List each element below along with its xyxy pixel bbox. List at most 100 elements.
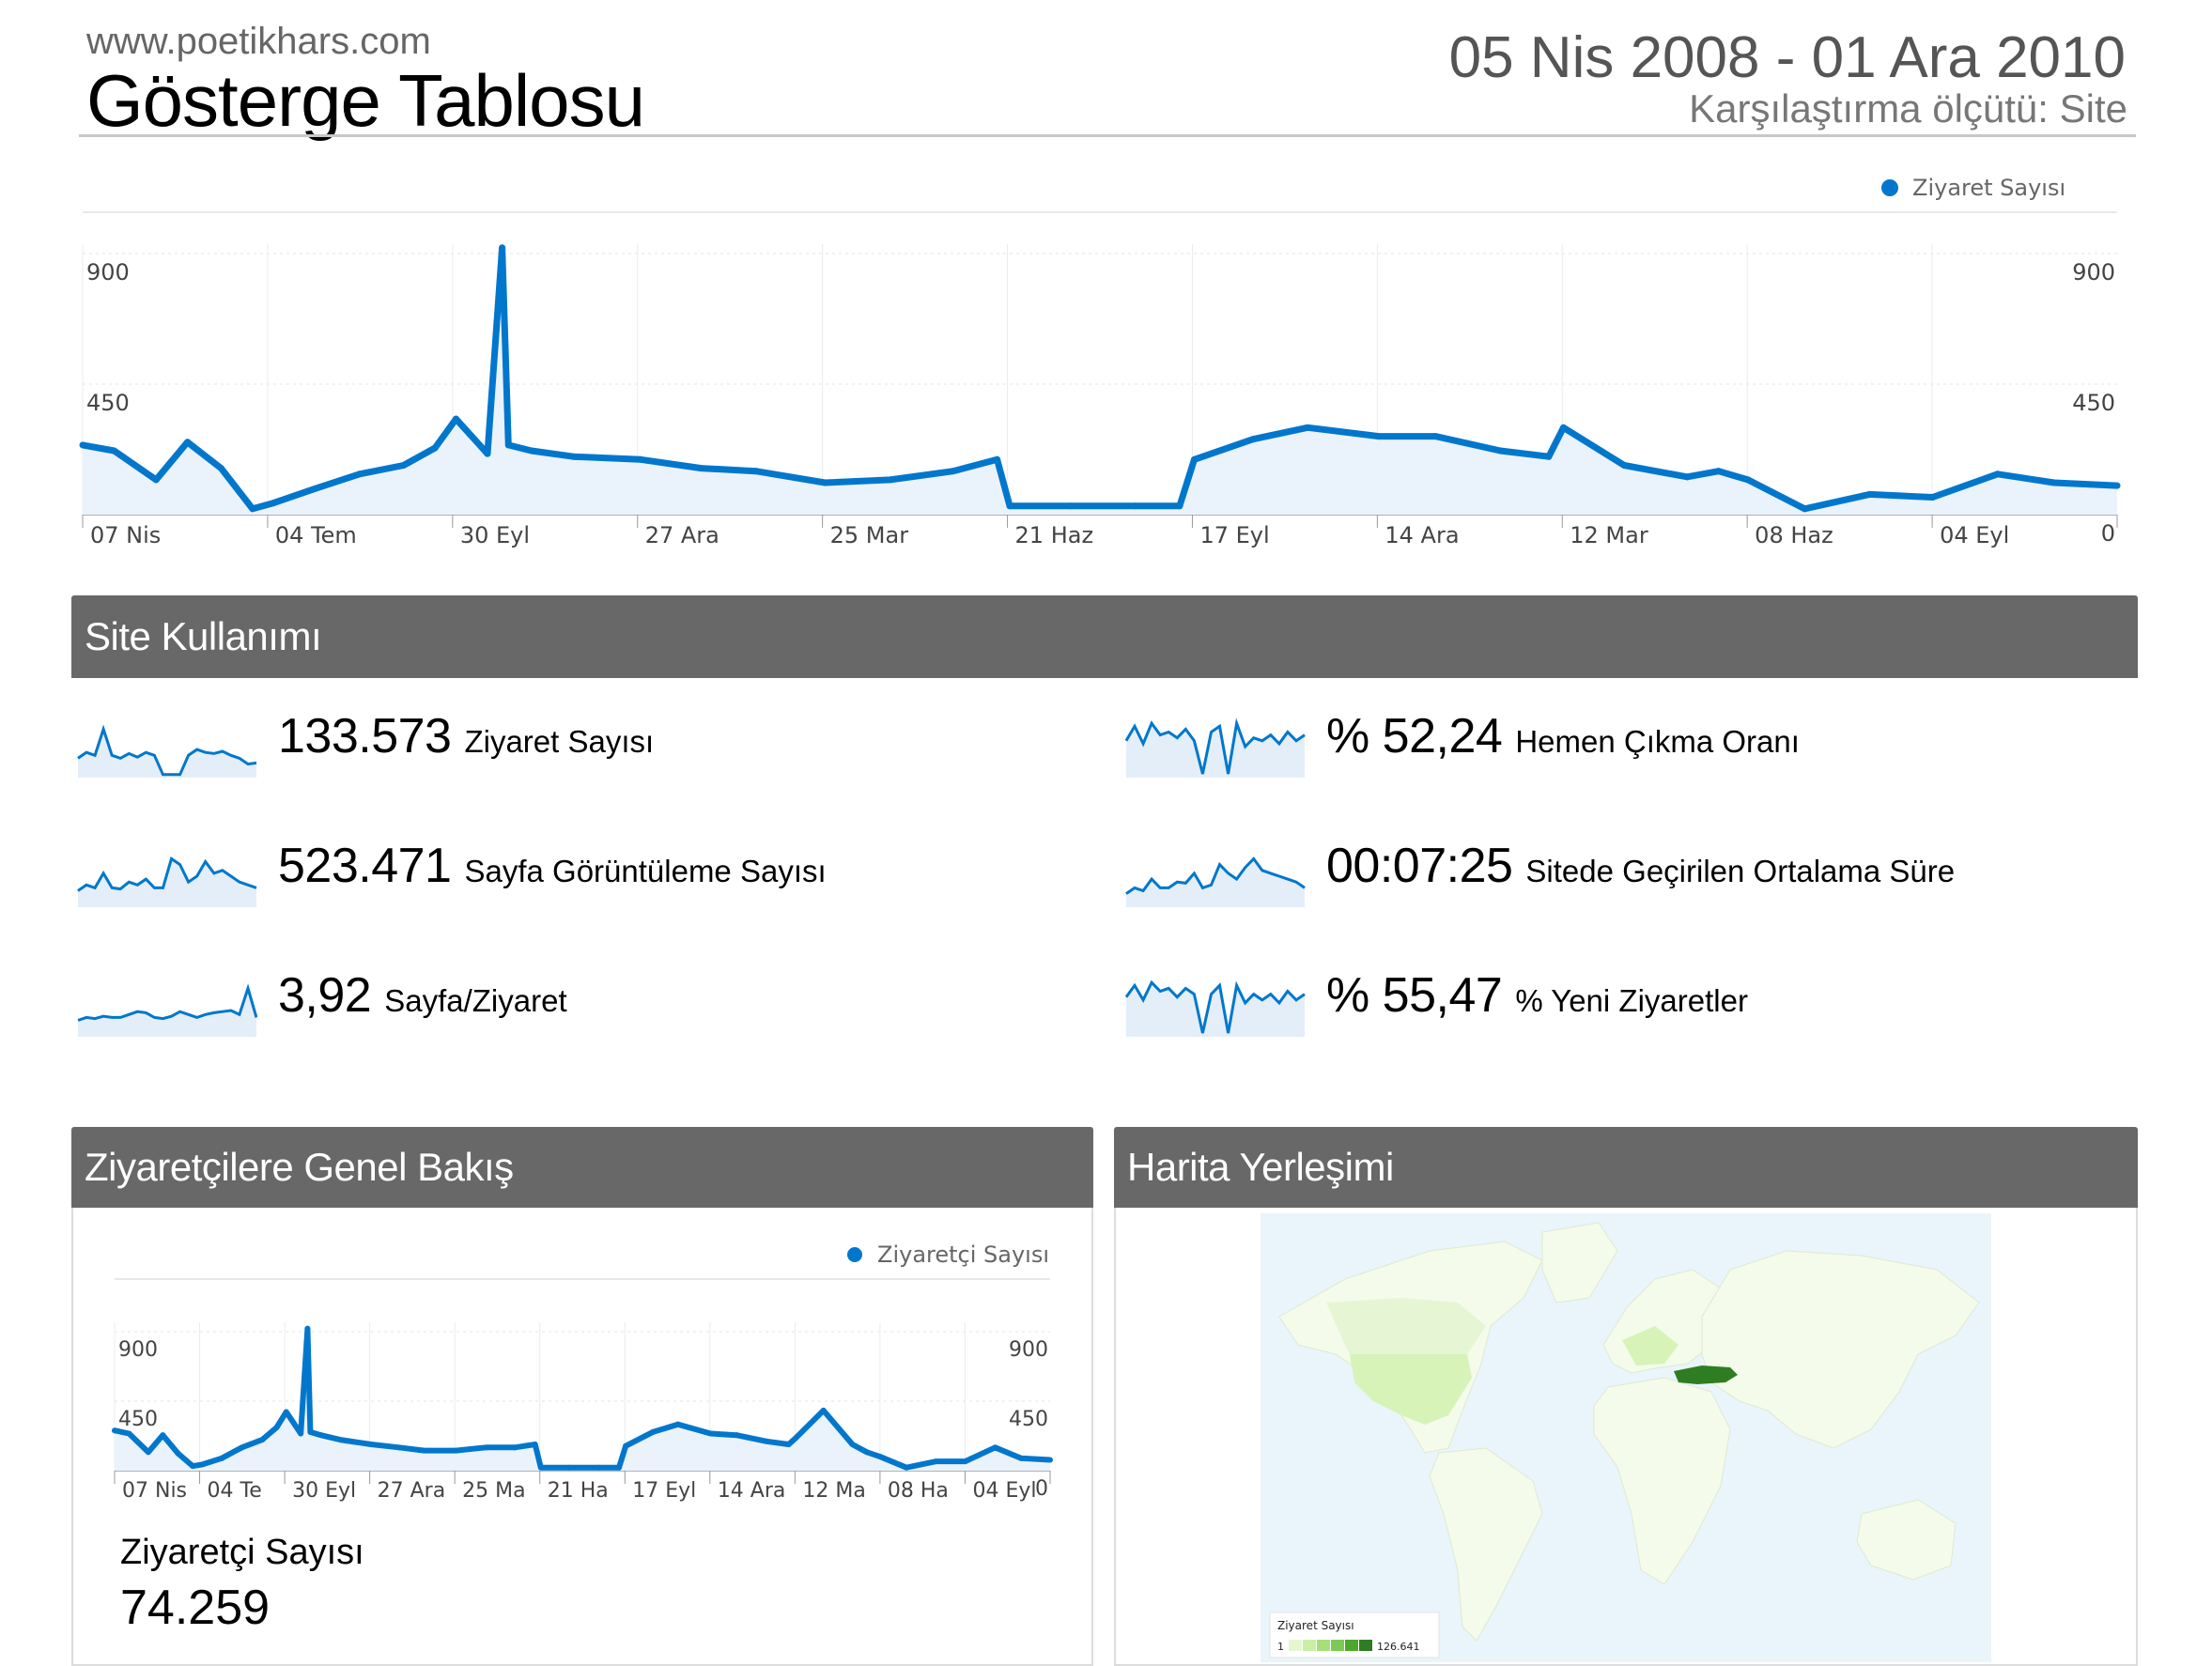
data-point[interactable] [1866, 490, 1874, 498]
data-point[interactable] [674, 1421, 681, 1427]
data-point[interactable] [184, 439, 192, 446]
data-point[interactable] [764, 1438, 770, 1444]
data-point[interactable] [1375, 433, 1383, 440]
metric-label[interactable]: Ziyaret Sayısı [464, 724, 655, 759]
data-point[interactable] [307, 1428, 314, 1435]
data-point[interactable] [863, 1449, 870, 1456]
data-point[interactable] [112, 1427, 117, 1434]
data-point[interactable] [175, 1450, 181, 1457]
data-point[interactable] [79, 441, 86, 449]
data-point[interactable] [1683, 473, 1691, 481]
data-point[interactable] [337, 1437, 344, 1443]
data-point[interactable] [1620, 461, 1628, 469]
data-point[interactable] [734, 1432, 740, 1439]
data-point[interactable] [512, 1444, 518, 1451]
data-point[interactable] [453, 1447, 459, 1454]
data-point[interactable] [1132, 502, 1139, 510]
visitors-overview-header[interactable]: Ziyaretçilere Genel Bakış [71, 1127, 1093, 1208]
data-point[interactable] [1047, 1457, 1053, 1463]
data-point[interactable] [1545, 453, 1553, 460]
metric-item[interactable]: % 52,24 Hemen Çıkma Oranı [1326, 708, 1800, 764]
data-point[interactable] [145, 1449, 151, 1456]
metric-item[interactable]: % 55,47 % Yeni Ziyaretler [1326, 967, 1748, 1024]
data-point[interactable] [126, 1430, 132, 1437]
data-point[interactable] [1176, 502, 1183, 510]
date-range[interactable]: 05 Nis 2008 - 01 Ara 2010 [1448, 25, 2126, 90]
metric-item[interactable]: 00:07:25 Sitede Geçirilen Ortalama Süre [1326, 838, 1955, 894]
data-point[interactable] [994, 455, 1001, 463]
data-point[interactable] [259, 1437, 266, 1443]
data-point[interactable] [499, 244, 506, 252]
data-point[interactable] [160, 1432, 166, 1439]
data-point[interactable] [849, 1442, 856, 1448]
data-point[interactable] [1006, 502, 1013, 510]
data-point[interactable] [217, 465, 224, 472]
data-point[interactable] [616, 1464, 623, 1471]
data-point[interactable] [484, 450, 491, 457]
data-point[interactable] [785, 1442, 792, 1448]
data-point[interactable] [950, 468, 957, 475]
data-point[interactable] [570, 453, 578, 460]
data-point[interactable] [152, 476, 160, 484]
world-map[interactable]: Ziyaret Sayısı 1 126.641 [1261, 1213, 1991, 1662]
metric-item[interactable]: 3,92 Sayfa/Ziyaret [278, 967, 567, 1024]
legend-label[interactable]: Ziyaret Sayısı [1912, 175, 2065, 201]
data-point[interactable] [528, 447, 535, 455]
data-point[interactable] [1994, 470, 2002, 478]
metric-label[interactable]: Sayfa Görüntüleme Sayısı [464, 854, 827, 888]
data-point[interactable] [623, 1442, 629, 1449]
map-overlay-header[interactable]: Harita Yerleşimi [1114, 1127, 2138, 1208]
data-point[interactable] [877, 1454, 884, 1460]
data-point[interactable] [1928, 493, 1936, 501]
metric-item[interactable]: 133.573 Ziyaret Sayısı [278, 708, 654, 764]
data-point[interactable] [273, 1424, 280, 1430]
data-point[interactable] [637, 455, 644, 463]
legend-label[interactable]: Ziyaretçi Sayısı [877, 1242, 1049, 1268]
data-point[interactable] [421, 1447, 427, 1454]
data-point[interactable] [1304, 424, 1311, 431]
data-point[interactable] [820, 1407, 827, 1413]
data-point[interactable] [298, 1430, 304, 1437]
data-point[interactable] [1018, 1455, 1025, 1461]
data-point[interactable] [707, 1430, 714, 1437]
data-point[interactable] [904, 1464, 910, 1471]
data-point[interactable] [821, 479, 828, 486]
data-point[interactable] [2113, 482, 2121, 489]
data-point[interactable] [110, 447, 117, 455]
data-point[interactable] [1744, 476, 1752, 484]
data-point[interactable] [199, 1461, 206, 1468]
data-point[interactable] [1559, 424, 1567, 431]
data-point[interactable] [962, 1458, 968, 1465]
data-point[interactable] [400, 461, 408, 469]
data-point[interactable] [532, 1442, 538, 1448]
data-point[interactable] [483, 1444, 489, 1451]
data-point[interactable] [752, 468, 760, 475]
data-point[interactable] [1431, 433, 1439, 440]
data-point[interactable] [249, 505, 256, 513]
data-point[interactable] [887, 476, 894, 484]
data-point[interactable] [312, 485, 319, 492]
metric-label[interactable]: Hemen Çıkma Oranı [1515, 724, 1800, 759]
data-point[interactable] [698, 465, 705, 472]
data-point[interactable] [2050, 479, 2058, 486]
data-point[interactable] [1801, 505, 1808, 513]
data-point[interactable] [431, 444, 439, 452]
metric-label[interactable]: Sayfa/Ziyaret [384, 983, 567, 1018]
data-point[interactable] [537, 1464, 544, 1471]
data-point[interactable] [992, 1444, 998, 1451]
data-point[interactable] [270, 500, 277, 507]
data-point[interactable] [596, 1464, 602, 1471]
data-point[interactable] [368, 1442, 375, 1448]
data-point[interactable] [304, 1325, 311, 1332]
data-point[interactable] [452, 415, 459, 423]
metric-label[interactable]: Sitede Geçirilen Ortalama Süre [1525, 854, 1956, 888]
data-point[interactable] [649, 1428, 656, 1435]
data-point[interactable] [1715, 468, 1723, 475]
data-point[interactable] [504, 441, 512, 449]
site-usage-header[interactable]: Site Kullanımı [71, 595, 2138, 678]
data-point[interactable] [565, 1464, 572, 1471]
data-point[interactable] [190, 1463, 196, 1470]
data-point[interactable] [792, 1435, 798, 1442]
metric-item[interactable]: 523.471 Sayfa Görüntüleme Sayısı [278, 838, 827, 894]
data-point[interactable] [1249, 436, 1257, 443]
